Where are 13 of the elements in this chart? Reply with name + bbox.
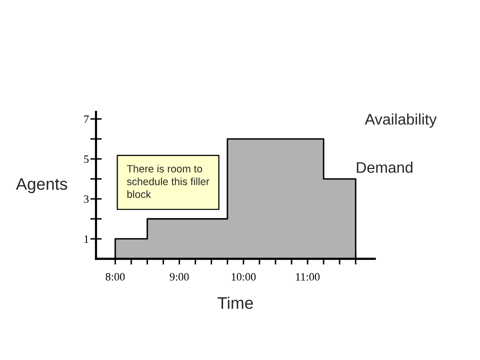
y-tick-label: 3 (84, 195, 89, 203)
series-label: Demand (356, 162, 412, 173)
x-tick-label: 9:00 (170, 273, 189, 281)
y-tick-label: 1 (84, 235, 88, 243)
annotation: There is room to schedule this filler block (126, 164, 210, 198)
y-tick-label: 5 (84, 156, 89, 163)
y-tick-label: 7 (84, 116, 89, 123)
annotation: Availability (364, 113, 437, 128)
y-axis-title: Agents (16, 178, 68, 194)
x-tick-label: 10:00 (232, 273, 256, 281)
x-tick-label: 11:00 (296, 273, 320, 281)
x-axis-title: Time (218, 296, 253, 309)
x-tick-label: 8:00 (106, 273, 125, 281)
